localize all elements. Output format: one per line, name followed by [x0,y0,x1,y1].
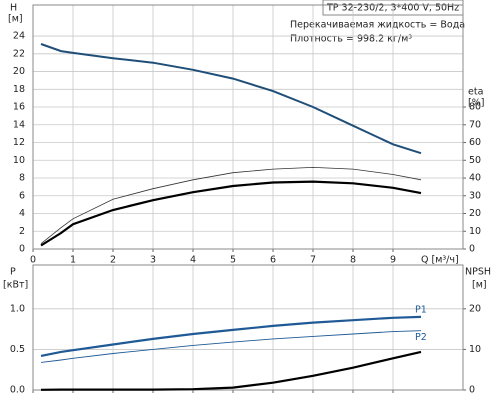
y-tick-label: 12 [13,137,25,148]
y-tick-label: 8 [19,173,25,184]
y2-tick-label: 70 [469,119,481,130]
x-tick-label: 0 [30,255,36,266]
y2-axis-label: eta [468,87,483,98]
x-tick-label: 1 [70,255,76,266]
y-tick-label: 6 [19,190,25,201]
data-line [40,330,422,363]
y-axis-label: H [10,3,17,14]
y-tick-label: 20 [13,66,25,77]
x-tick-label: 7 [310,255,316,266]
x-tick-label: 6 [270,255,276,266]
plot-frame [32,264,464,391]
x-tick-label: 8 [350,255,356,266]
y2-tick-label: 0 [469,385,475,396]
x-tick-label: 3 [150,255,156,266]
y2-tick-label: 10 [469,344,481,355]
y-tick-label: 22 [13,48,25,59]
y-axis-label: P [10,267,16,278]
y2-tick-label: 20 [469,208,481,219]
y2-axis-label: NPSH [465,267,491,278]
y-axis-unit: [м] [8,14,23,25]
y2-tick-label: 20 [469,303,481,314]
y-tick-label: 14 [13,119,25,130]
y-tick-label: 10 [13,155,25,166]
data-line [40,350,422,391]
x-tick-label: 5 [230,255,236,266]
y-tick-label: 18 [13,84,25,95]
data-line [40,315,422,357]
y-tick-label: 2 [19,226,25,237]
plot-frame [32,4,464,250]
y2-tick-label: 40 [469,173,481,184]
y2-axis-unit: [%] [468,98,484,109]
y-tick-label: 1.0 [10,303,25,314]
x-tick-label: 4 [190,255,196,266]
y2-tick-label: 30 [469,190,481,201]
y-tick-label: 0 [19,244,25,255]
y-tick-label: 0.0 [10,385,25,396]
series-label: P1 [415,304,427,315]
y-tick-label: 16 [13,102,25,113]
y-tick-label: 4 [19,208,25,219]
data-line [40,180,422,247]
y2-tick-label: 10 [469,226,481,237]
data-line [40,43,422,155]
x-axis-label: Q [м³/ч] [421,255,459,266]
y-tick-label: 0.5 [10,344,25,355]
annotation: Перекачиваемая жидкость = Вода [290,20,465,31]
y2-tick-label: 0 [469,244,475,255]
y2-tick-label: 50 [469,155,481,166]
series-label: P2 [415,332,427,343]
annotation: Плотность = 998.2 кг/м³ [290,34,412,45]
y2-tick-label: 80 [469,102,481,113]
y-axis-unit: [кВт] [3,280,28,291]
x-tick-label: 2 [110,255,116,266]
x-tick-label: 9 [390,255,396,266]
y2-axis-unit: [м] [472,280,487,291]
data-line [40,166,422,245]
y2-tick-label: 60 [469,137,481,148]
y-tick-label: 24 [13,31,25,42]
